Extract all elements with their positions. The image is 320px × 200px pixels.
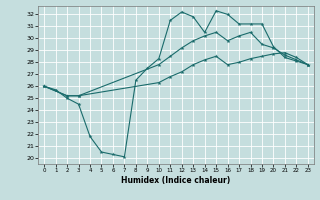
X-axis label: Humidex (Indice chaleur): Humidex (Indice chaleur) [121, 176, 231, 185]
